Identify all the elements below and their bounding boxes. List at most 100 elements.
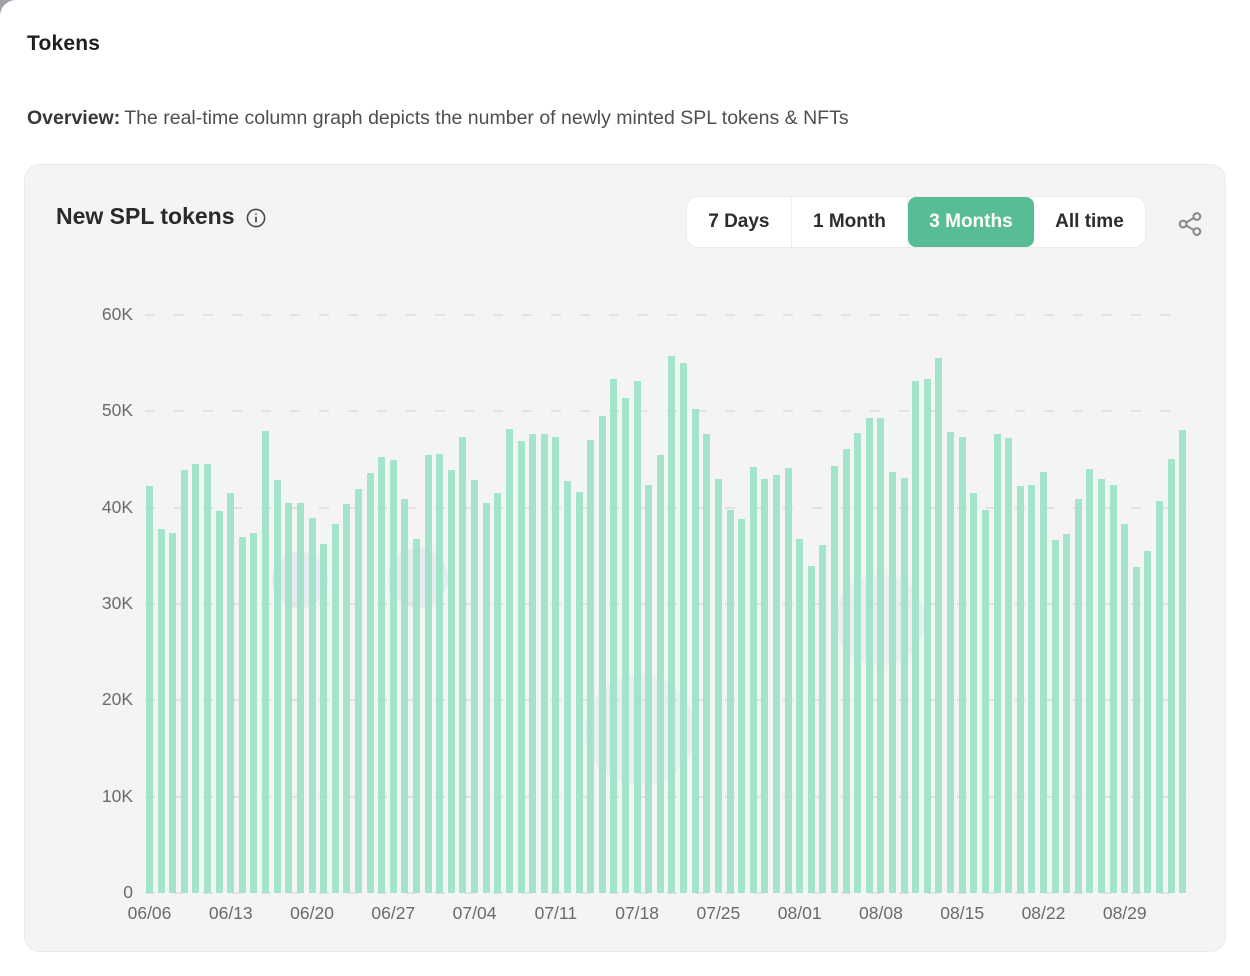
overview-text: Overview: The real-time column graph depi… xyxy=(27,107,849,130)
bar-06/11[interactable] xyxy=(204,464,212,893)
bar-08/26[interactable] xyxy=(1086,469,1094,893)
bar-07/23[interactable] xyxy=(691,409,699,893)
bar-07/07[interactable] xyxy=(505,428,513,893)
bar-08/30[interactable] xyxy=(1132,567,1140,893)
bar-07/14[interactable] xyxy=(587,440,595,893)
bar-06/07[interactable] xyxy=(157,528,165,893)
bar-08/13[interactable] xyxy=(935,358,943,893)
bar-08/14[interactable] xyxy=(947,431,955,893)
bar-08/08[interactable] xyxy=(877,418,885,893)
bar-07/25[interactable] xyxy=(714,478,722,893)
bar-08/17[interactable] xyxy=(981,509,989,893)
bar-07/28[interactable] xyxy=(749,467,757,893)
bar-07/13[interactable] xyxy=(575,492,583,893)
bar-06/29[interactable] xyxy=(413,539,421,893)
bar-07/20[interactable] xyxy=(656,454,664,893)
bar-06/28[interactable] xyxy=(401,499,409,893)
info-icon[interactable] xyxy=(245,207,267,229)
bar-09/01[interactable] xyxy=(1156,500,1164,893)
bar-08/11[interactable] xyxy=(912,380,920,893)
range-button-7-days[interactable]: 7 Days xyxy=(687,197,792,247)
bar-07/26[interactable] xyxy=(726,509,734,893)
bar-06/20[interactable] xyxy=(308,518,316,893)
bar-08/22[interactable] xyxy=(1039,472,1047,893)
bar-08/24[interactable] xyxy=(1063,533,1071,893)
bar-07/22[interactable] xyxy=(680,363,688,893)
bar-07/21[interactable] xyxy=(668,356,676,893)
bar-07/18[interactable] xyxy=(633,380,641,893)
bar-06/13[interactable] xyxy=(227,493,235,893)
bar-09/03[interactable] xyxy=(1179,429,1187,893)
bar-06/23[interactable] xyxy=(343,503,351,893)
card-title-row: New SPL tokens xyxy=(56,203,267,230)
bar-08/23[interactable] xyxy=(1051,540,1059,893)
bar-07/19[interactable] xyxy=(645,484,653,893)
bar-08/04[interactable] xyxy=(830,466,838,893)
bar-07/16[interactable] xyxy=(610,378,618,893)
bar-07/24[interactable] xyxy=(703,434,711,893)
bar-08/07[interactable] xyxy=(865,418,873,893)
bar-08/12[interactable] xyxy=(923,378,931,893)
bar-07/10[interactable] xyxy=(540,433,548,893)
bar-08/20[interactable] xyxy=(1016,485,1024,893)
bar-07/03[interactable] xyxy=(459,437,467,893)
bar-06/19[interactable] xyxy=(296,502,304,893)
bar-09/02[interactable] xyxy=(1167,458,1175,893)
bar-06/08[interactable] xyxy=(169,532,177,893)
bar-08/02[interactable] xyxy=(807,566,815,893)
bar-08/05[interactable] xyxy=(842,448,850,893)
bar-07/06[interactable] xyxy=(494,493,502,893)
bar-06/06[interactable] xyxy=(146,485,153,893)
bar-06/14[interactable] xyxy=(238,536,246,893)
bar-07/09[interactable] xyxy=(529,434,537,893)
bar-07/01[interactable] xyxy=(436,453,444,893)
bar-08/25[interactable] xyxy=(1074,499,1082,893)
bar-06/12[interactable] xyxy=(215,510,223,893)
bar-08/01[interactable] xyxy=(796,539,804,893)
bar-07/12[interactable] xyxy=(563,480,571,893)
range-button-3-months[interactable]: 3 Months xyxy=(908,197,1034,247)
bar-08/06[interactable] xyxy=(854,432,862,893)
bar-07/29[interactable] xyxy=(761,478,769,893)
bar-06/25[interactable] xyxy=(366,473,374,893)
bar-08/03[interactable] xyxy=(819,545,827,893)
bar-08/09[interactable] xyxy=(889,472,897,893)
bar-08/19[interactable] xyxy=(1005,438,1013,893)
bar-06/18[interactable] xyxy=(285,502,293,893)
bar-08/10[interactable] xyxy=(900,477,908,893)
bar-07/31[interactable] xyxy=(784,468,792,893)
bar-07/27[interactable] xyxy=(738,519,746,893)
bar-06/16[interactable] xyxy=(262,430,270,893)
bar-06/26[interactable] xyxy=(378,456,386,893)
bar-08/21[interactable] xyxy=(1028,484,1036,893)
bar-08/31[interactable] xyxy=(1144,551,1152,893)
bar-07/02[interactable] xyxy=(447,470,455,893)
bar-07/15[interactable] xyxy=(598,416,606,893)
bar-08/29[interactable] xyxy=(1121,524,1129,893)
bar-06/15[interactable] xyxy=(250,532,258,893)
bar-07/11[interactable] xyxy=(552,437,560,893)
bar-08/15[interactable] xyxy=(958,437,966,893)
bar-06/21[interactable] xyxy=(320,544,328,893)
range-button-all-time[interactable]: All time xyxy=(1034,197,1145,247)
chart-title: New SPL tokens xyxy=(56,203,235,229)
bar-08/27[interactable] xyxy=(1098,478,1106,893)
share-button[interactable] xyxy=(1170,206,1210,242)
bar-06/27[interactable] xyxy=(389,460,397,893)
bar-07/04[interactable] xyxy=(471,479,479,893)
bar-06/10[interactable] xyxy=(192,464,200,893)
bar-07/30[interactable] xyxy=(772,474,780,893)
bar-06/09[interactable] xyxy=(180,470,188,893)
bar-07/05[interactable] xyxy=(482,502,490,893)
bar-06/24[interactable] xyxy=(354,489,362,893)
bar-08/28[interactable] xyxy=(1109,484,1117,893)
bar-08/18[interactable] xyxy=(993,433,1001,893)
bar-07/17[interactable] xyxy=(622,397,629,893)
bar-06/30[interactable] xyxy=(424,454,432,893)
bar-07/08[interactable] xyxy=(517,441,525,893)
bar-06/17[interactable] xyxy=(273,479,281,893)
range-button-1-month[interactable]: 1 Month xyxy=(792,197,909,247)
time-range-group: 7 Days 1 Month 3 Months All time xyxy=(686,196,1146,248)
bar-08/16[interactable] xyxy=(970,493,978,893)
bar-06/22[interactable] xyxy=(331,524,339,893)
